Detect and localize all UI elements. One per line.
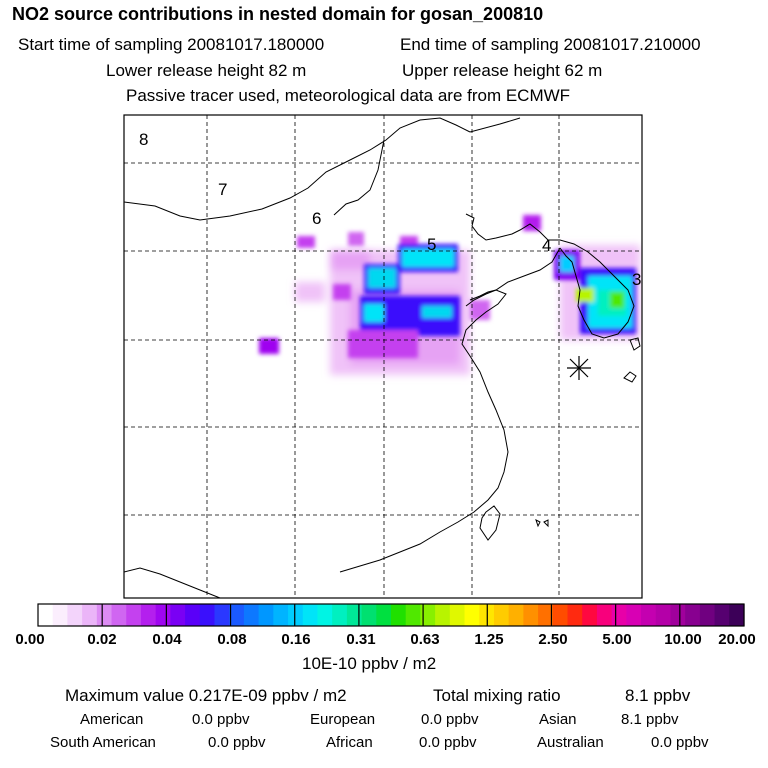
lower-release-height: Lower release height 82 m bbox=[106, 61, 307, 80]
colorbar-tick: 0.16 bbox=[281, 631, 311, 648]
end-time: End time of sampling 20081017.210000 bbox=[400, 35, 701, 54]
european-label: European bbox=[310, 711, 376, 728]
colorbar-swatch bbox=[214, 604, 230, 626]
european-value: 0.0 ppbv bbox=[421, 711, 479, 728]
colorbar-tick: 0.63 bbox=[410, 631, 440, 648]
colorbar-swatch bbox=[96, 604, 113, 626]
colorbar-swatch bbox=[38, 604, 54, 626]
colorbar-swatch bbox=[655, 604, 672, 626]
colorbar-swatch bbox=[714, 604, 730, 626]
map-subtitle: Passive tracer used, meteorological data… bbox=[126, 86, 571, 105]
colorbar-tick: 0.04 bbox=[152, 631, 182, 648]
south-american-label: South American bbox=[50, 734, 156, 751]
colorbar-swatch bbox=[391, 604, 407, 626]
colorbar-separators bbox=[101, 604, 681, 626]
colorbar-swatch bbox=[258, 604, 274, 626]
colorbar bbox=[38, 604, 745, 626]
colorbar-swatch bbox=[538, 604, 554, 626]
colorbar-swatch bbox=[52, 604, 69, 626]
colorbar-swatch bbox=[82, 604, 98, 626]
colorbar-swatch bbox=[508, 604, 524, 626]
colorbar-swatch bbox=[464, 604, 480, 626]
australian-value: 0.0 ppbv bbox=[651, 734, 709, 751]
upper-release-height: Upper release height 62 m bbox=[402, 61, 603, 80]
region-label-6: 6 bbox=[312, 209, 321, 228]
colorbar-tick: 2.50 bbox=[538, 631, 568, 648]
colorbar-swatch bbox=[317, 604, 333, 626]
colorbar-swatch bbox=[346, 604, 363, 626]
colorbar-tick: 0.02 bbox=[87, 631, 117, 648]
african-value: 0.0 ppbv bbox=[419, 734, 477, 751]
colorbar-swatch bbox=[523, 604, 539, 626]
region-label-4: 4 bbox=[542, 236, 551, 255]
south-american-value: 0.0 ppbv bbox=[208, 734, 266, 751]
region-label-7: 7 bbox=[218, 180, 227, 199]
australian-label: Australian bbox=[537, 734, 604, 751]
colorbar-swatch bbox=[288, 604, 304, 626]
colorbar-swatch bbox=[435, 604, 451, 626]
colorbar-swatch bbox=[611, 604, 627, 626]
colorbar-tick: 5.00 bbox=[602, 631, 632, 648]
colorbar-swatch bbox=[582, 604, 598, 626]
colorbar-swatch bbox=[596, 604, 613, 626]
colorbar-swatch bbox=[185, 604, 201, 626]
colorbar-swatch bbox=[729, 604, 745, 626]
lat-lon-grid bbox=[124, 115, 642, 598]
colorbar-swatch bbox=[699, 604, 716, 626]
colorbar-frame bbox=[37, 603, 745, 627]
receptor-star-icon bbox=[567, 356, 591, 380]
colorbar-swatch bbox=[332, 604, 348, 626]
coastlines bbox=[124, 117, 641, 598]
region-label-3: 3 bbox=[632, 270, 641, 289]
colorbar-swatch bbox=[670, 604, 686, 626]
colorbar-tick: 10.00 bbox=[664, 631, 702, 648]
colorbar-tick: 20.00 bbox=[718, 631, 756, 648]
colorbar-swatch bbox=[126, 604, 142, 626]
start-time: Start time of sampling 20081017.180000 bbox=[18, 35, 325, 54]
colorbar-swatch bbox=[626, 604, 642, 626]
colorbar-swatch bbox=[449, 604, 466, 626]
colorbar-swatch bbox=[170, 604, 186, 626]
colorbar-swatch bbox=[405, 604, 422, 626]
colorbar-tick: 0.31 bbox=[346, 631, 376, 648]
asian-label: Asian bbox=[539, 711, 577, 728]
colorbar-swatch bbox=[567, 604, 583, 626]
total-mixing-value: 8.1 ppbv bbox=[625, 686, 691, 705]
colorbar-tick: 1.25 bbox=[474, 631, 504, 648]
colorbar-swatch bbox=[273, 604, 289, 626]
colorbar-swatch bbox=[376, 604, 392, 626]
american-value: 0.0 ppbv bbox=[192, 711, 250, 728]
map-title: NO2 source contributions in nested domai… bbox=[12, 4, 544, 24]
max-value: Maximum value 0.217E-09 ppbv / m2 bbox=[65, 686, 347, 705]
colorbar-unit: 10E-10 ppbv / m2 bbox=[302, 654, 437, 673]
colorbar-swatch bbox=[155, 604, 171, 626]
colorbar-swatch bbox=[685, 604, 701, 626]
american-label: American bbox=[80, 711, 144, 728]
region-label-8: 8 bbox=[139, 130, 148, 149]
african-label: African bbox=[326, 734, 373, 751]
colorbar-swatch bbox=[641, 604, 657, 626]
colorbar-swatch bbox=[243, 604, 260, 626]
colorbar-swatch bbox=[229, 604, 245, 626]
map-frame bbox=[123, 114, 643, 599]
region-label-5: 5 bbox=[427, 235, 436, 254]
asian-value: 8.1 ppbv bbox=[621, 711, 679, 728]
colorbar-tick: 0.00 bbox=[15, 631, 45, 648]
colorbar-swatch bbox=[67, 604, 83, 626]
colorbar-swatch bbox=[552, 604, 569, 626]
colorbar-swatch bbox=[302, 604, 319, 626]
colorbar-swatch bbox=[361, 604, 377, 626]
colorbar-swatch bbox=[199, 604, 216, 626]
colorbar-swatch bbox=[140, 604, 157, 626]
total-mixing-label: Total mixing ratio bbox=[433, 686, 561, 705]
colorbar-swatch bbox=[493, 604, 510, 626]
colorbar-tick: 0.08 bbox=[217, 631, 247, 648]
colorbar-swatch bbox=[420, 604, 436, 626]
colorbar-swatch bbox=[111, 604, 127, 626]
